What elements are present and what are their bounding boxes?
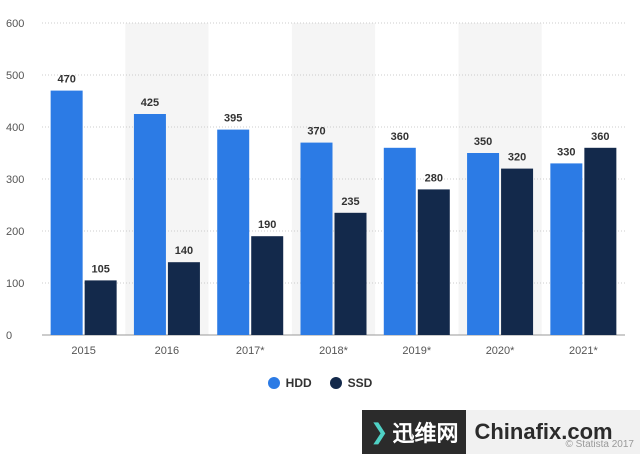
data-label-ssd: 360 (591, 131, 609, 143)
legend-swatch-hdd (267, 377, 280, 389)
legend-swatch-ssd (329, 377, 342, 389)
bar-hdd (467, 153, 500, 335)
bar-ssd (584, 147, 617, 335)
data-label-ssd: 235 (341, 196, 359, 208)
data-label-hdd: 360 (391, 131, 409, 143)
watermark-brand: ❯ 迅维网 (362, 410, 467, 454)
watermark: ❯ 迅维网 Chinafix.com © Statista 2017 (362, 410, 640, 454)
y-tick-label: 300 (6, 174, 24, 186)
watermark-site: Chinafix.com (474, 419, 613, 444)
data-label-hdd: 470 (57, 74, 75, 86)
legend: HDD SSD (0, 376, 640, 390)
bar-hdd (217, 129, 250, 335)
legend-item-ssd[interactable]: SSD (329, 376, 373, 390)
bar-hdd (133, 114, 166, 335)
y-tick-label: 200 (6, 226, 24, 238)
legend-item-hdd[interactable]: HDD (267, 376, 312, 390)
y-tick-label: 600 (6, 18, 24, 30)
source-credit: © Statista 2017 (565, 439, 634, 450)
x-tick-label: 2016 (155, 345, 179, 357)
legend-label-hdd: HDD (285, 376, 312, 390)
y-tick-label: 500 (6, 70, 24, 82)
bar-ssd (501, 168, 534, 335)
x-tick-label: 2019* (402, 345, 431, 357)
y-tick-label: 100 (6, 278, 24, 290)
data-label-ssd: 105 (91, 263, 109, 275)
bar-hdd (383, 147, 416, 335)
data-label-hdd: 370 (307, 126, 325, 138)
y-tick-label: 0 (6, 330, 12, 342)
watermark-brand-text: 迅维网 (392, 421, 459, 446)
legend-label-ssd: SSD (347, 376, 373, 390)
data-label-ssd: 140 (175, 245, 193, 257)
bar-ssd (417, 189, 450, 335)
x-tick-label: 2018* (319, 345, 348, 357)
bar-hdd (300, 142, 333, 335)
data-label-hdd: 395 (224, 113, 242, 125)
data-label-ssd: 280 (425, 172, 443, 184)
x-tick-label: 2015 (71, 345, 95, 357)
data-label-ssd: 190 (258, 219, 276, 231)
data-label-ssd: 320 (508, 152, 526, 164)
x-tick-label: 2020* (486, 345, 515, 357)
bar-ssd (84, 280, 117, 335)
x-tick-label: 2021* (569, 345, 598, 357)
x-tick-label: 2017* (236, 345, 265, 357)
bar-hdd (550, 163, 583, 335)
data-label-hdd: 350 (474, 136, 492, 148)
bar-ssd (167, 262, 200, 335)
arrow-logo-icon: ❯ (370, 419, 389, 444)
data-label-hdd: 425 (141, 97, 159, 109)
bar-ssd (334, 212, 367, 335)
y-tick-label: 400 (6, 122, 24, 134)
data-label-hdd: 330 (557, 146, 575, 158)
bar-hdd (50, 90, 83, 335)
bar-ssd (251, 236, 284, 335)
